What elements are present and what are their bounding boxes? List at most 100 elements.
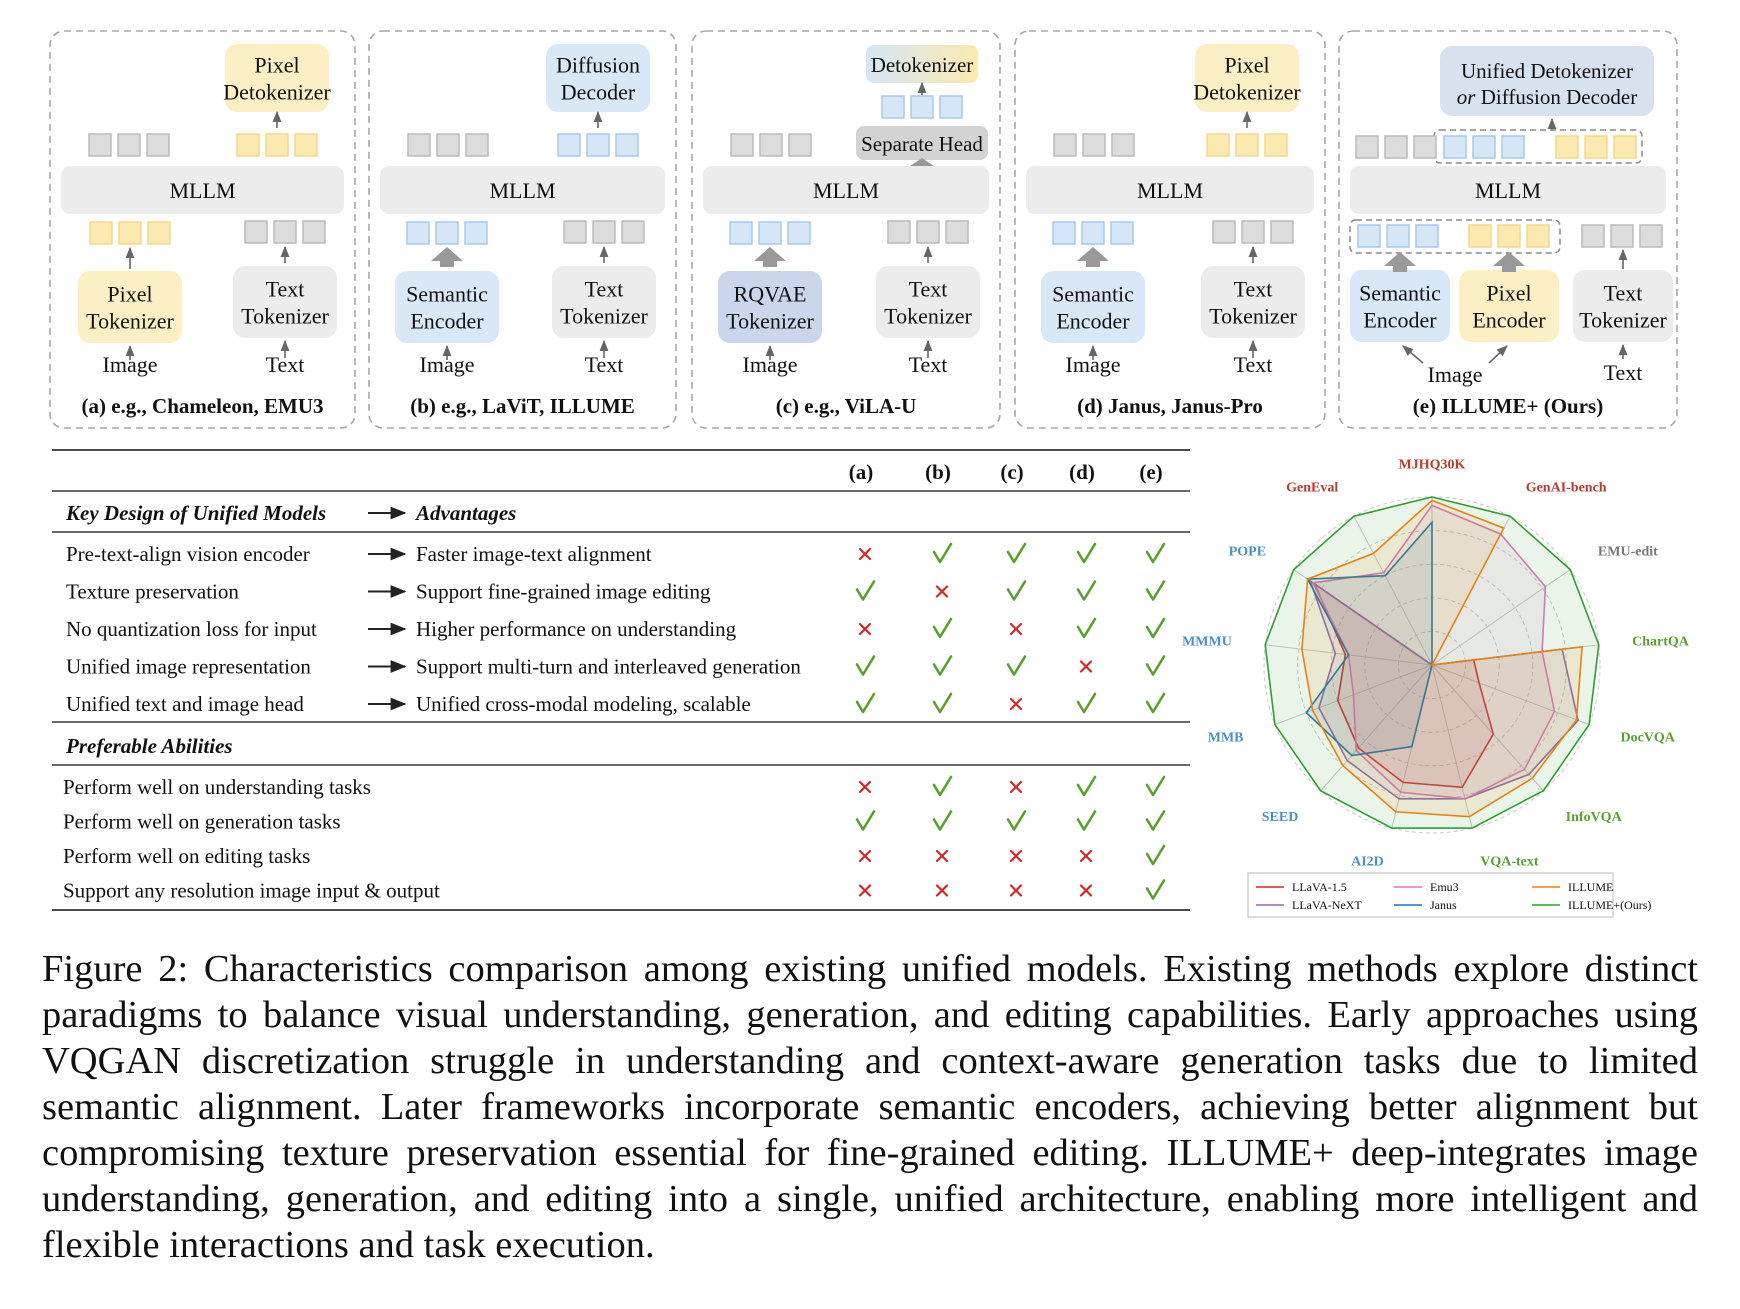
check-mark bbox=[855, 580, 876, 601]
column-header-4: (e) bbox=[1139, 460, 1162, 484]
design-label: Unified text and image head bbox=[66, 692, 304, 716]
left-encoder bbox=[78, 271, 182, 343]
vision-output-token bbox=[881, 95, 905, 119]
semantic-encoder-label: Semantic bbox=[1359, 281, 1441, 306]
left-encoder-label: Encoder bbox=[410, 309, 484, 334]
check-mark bbox=[855, 810, 876, 831]
wide-arrow bbox=[431, 247, 463, 261]
check-mark bbox=[932, 617, 953, 639]
advantage-label: Faster image-text alignment bbox=[416, 542, 652, 566]
cross-mark bbox=[935, 585, 949, 598]
text-input-token bbox=[592, 220, 616, 244]
semantic-input-token bbox=[1357, 224, 1381, 248]
check-mark bbox=[1006, 580, 1027, 601]
radar-grid-ring bbox=[1397, 630, 1467, 700]
panel-border bbox=[49, 30, 356, 429]
left-encoder bbox=[395, 271, 499, 343]
text-output-token bbox=[146, 133, 170, 157]
panel-caption: (a) e.g., Chameleon, EMU3 bbox=[81, 394, 323, 418]
semantic-output-token bbox=[1501, 135, 1525, 159]
radar-series-Janus bbox=[1305, 520, 1433, 757]
text-input-token bbox=[1241, 220, 1265, 244]
cross-mark bbox=[1009, 780, 1023, 794]
pixel-output-token bbox=[1613, 135, 1637, 159]
left-encoder-label: Tokenizer bbox=[726, 309, 814, 334]
text-output-token bbox=[1384, 135, 1408, 159]
column-header-1: (b) bbox=[925, 460, 951, 484]
ability-row: Perform well on editing tasks bbox=[63, 844, 1166, 868]
wide-arrow-stem bbox=[440, 260, 454, 267]
output-decoder-label: Decoder bbox=[561, 80, 636, 105]
vision-output-token bbox=[1206, 133, 1230, 157]
left-encoder-label: Encoder bbox=[1056, 309, 1130, 334]
check-mark bbox=[932, 692, 953, 714]
design-label: Unified image representation bbox=[66, 655, 311, 679]
text-tokenizer bbox=[552, 266, 656, 338]
vision-input-token bbox=[1081, 221, 1105, 245]
separate-head-label: Separate Head bbox=[861, 132, 983, 156]
text-tokenizer-label: Text bbox=[909, 277, 948, 302]
check-mark bbox=[932, 775, 953, 797]
design-header: Key Design of Unified Models bbox=[65, 501, 326, 525]
text-input-token bbox=[916, 220, 940, 244]
text-tokenizer-label: Text bbox=[585, 277, 624, 302]
architecture-panels: MLLM (a) e.g., Chameleon, EMU3 Pixel Tokeni… bbox=[49, 30, 1678, 429]
text-output-token bbox=[1082, 133, 1106, 157]
semantic-output-token bbox=[1443, 135, 1467, 159]
text-input-token bbox=[1610, 224, 1634, 248]
text-output-token bbox=[1111, 133, 1135, 157]
pixel-encoder-label: Encoder bbox=[1472, 308, 1546, 333]
pixel-input-token bbox=[1497, 224, 1521, 248]
comparison-table: (a) (b) (c) (d) (e) Key Design of Unified Mod… bbox=[52, 449, 1190, 911]
check-mark bbox=[1076, 617, 1097, 639]
check-mark bbox=[1145, 542, 1166, 564]
mllm-block bbox=[703, 166, 989, 214]
check-mark bbox=[932, 810, 953, 831]
output-decoder-label: Pixel bbox=[1224, 53, 1269, 78]
text-output-token bbox=[730, 133, 754, 157]
output-decoder bbox=[225, 44, 329, 112]
radar-axis-label: EMU-edit bbox=[1598, 544, 1658, 559]
left-encoder bbox=[1041, 271, 1145, 343]
figure: MLLM (a) e.g., Chameleon, EMU3 Pixel Tokeni… bbox=[49, 30, 1690, 918]
ability-label: Perform well on editing tasks bbox=[63, 844, 310, 868]
mllm-label: MLLM bbox=[490, 178, 556, 203]
text-input-token bbox=[1212, 220, 1236, 244]
text-output-token bbox=[759, 133, 783, 157]
separate-head bbox=[856, 126, 988, 160]
mllm-label: MLLM bbox=[1137, 178, 1203, 203]
check-mark bbox=[1145, 879, 1166, 900]
text-output-token bbox=[1413, 135, 1437, 159]
text-input-token bbox=[945, 220, 969, 244]
advantage-label: Support multi-turn and interleaved gener… bbox=[416, 655, 801, 679]
radar-axis-label: MJHQ30K bbox=[1399, 457, 1466, 472]
radar-axis-label: VQA-text bbox=[1480, 855, 1539, 870]
vision-output-token bbox=[615, 133, 639, 157]
text-input-token bbox=[621, 220, 645, 244]
radar-axis-line bbox=[1431, 664, 1473, 829]
text-tokenizer-label: Tokenizer bbox=[241, 304, 329, 329]
head-arrow bbox=[910, 158, 934, 166]
text-input-token bbox=[1581, 224, 1605, 248]
radar-series-Emu3 bbox=[1311, 504, 1556, 800]
panel-border bbox=[691, 30, 1001, 429]
ability-row: Perform well on understanding tasks bbox=[63, 775, 1166, 799]
text-input-label: Text bbox=[1604, 360, 1643, 385]
detokenizer-label: Detokenizer bbox=[871, 53, 974, 77]
cross-mark bbox=[1079, 660, 1093, 673]
caption-text: Characteristics comparison among existin… bbox=[42, 948, 1699, 1266]
left-encoder bbox=[718, 271, 822, 343]
vision-input-token bbox=[89, 221, 113, 245]
radar-series-ILLUME bbox=[1301, 499, 1583, 818]
text-input-token bbox=[1270, 220, 1294, 244]
check-mark bbox=[1076, 692, 1097, 714]
radar-legend bbox=[1247, 872, 1614, 918]
radar-axis-label: POPE bbox=[1229, 544, 1266, 559]
mllm-label: MLLM bbox=[170, 178, 236, 203]
ability-row: Perform well on generation tasks bbox=[63, 810, 1166, 834]
vision-input-token bbox=[1110, 221, 1134, 245]
check-mark bbox=[1076, 542, 1097, 564]
panel-caption: (b) e.g., LaViT, ILLUME bbox=[410, 394, 635, 418]
check-mark bbox=[1145, 617, 1166, 639]
